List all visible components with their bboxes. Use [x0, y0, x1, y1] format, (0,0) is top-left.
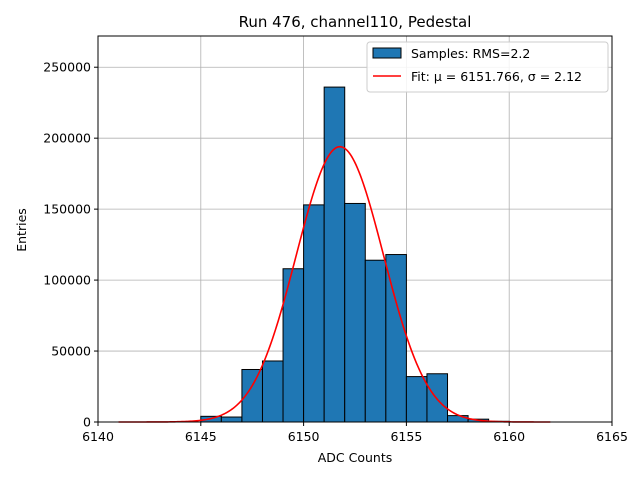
- histogram-bar: [344, 202, 366, 423]
- histogram-bar: [323, 86, 346, 423]
- y-tick-label: 50000: [51, 344, 91, 359]
- x-tick-label: 6145: [185, 429, 217, 444]
- x-tick-label: 6140: [82, 429, 114, 444]
- histogram-bar: [261, 360, 284, 423]
- legend-label-histogram: Samples: RMS=2.2: [411, 46, 530, 61]
- histogram-bar: [385, 254, 407, 423]
- y-tick-label: 250000: [43, 60, 91, 75]
- x-tick-label: 6155: [390, 429, 422, 444]
- x-tick-label: 6165: [596, 429, 628, 444]
- chart-title: Run 476, channel110, Pedestal: [239, 13, 472, 31]
- histogram-bar: [405, 376, 428, 423]
- fit-curve: [118, 145, 551, 423]
- histogram-bar: [426, 373, 449, 423]
- legend-swatch-histogram: [372, 47, 402, 59]
- histogram-bar: [364, 259, 387, 423]
- x-axis-label: ADC Counts: [318, 450, 393, 465]
- x-axis-ticks: 6140 6145 6150 6155 6160 6165: [82, 422, 628, 444]
- histogram-bar: [447, 415, 469, 423]
- histogram-bars: [200, 86, 510, 423]
- legend: Samples: RMS=2.2 Fit: μ = 6151.766, σ = …: [366, 41, 609, 93]
- histogram-bar: [303, 204, 325, 423]
- y-tick-label: 100000: [43, 273, 91, 288]
- x-tick-label: 6160: [493, 429, 525, 444]
- x-tick-label: 6150: [288, 429, 320, 444]
- y-axis-label: Entries: [14, 208, 29, 252]
- y-tick-label: 150000: [43, 202, 91, 217]
- y-axis-ticks: 0 50000 100000 150000 200000 250000: [43, 60, 98, 430]
- legend-label-fit: Fit: μ = 6151.766, σ = 2.12: [411, 69, 582, 84]
- y-tick-label: 0: [83, 415, 91, 430]
- histogram-bar: [220, 416, 243, 423]
- plot-frame: [97, 35, 613, 423]
- legend-frame: [366, 41, 609, 93]
- y-tick-label: 200000: [43, 131, 91, 146]
